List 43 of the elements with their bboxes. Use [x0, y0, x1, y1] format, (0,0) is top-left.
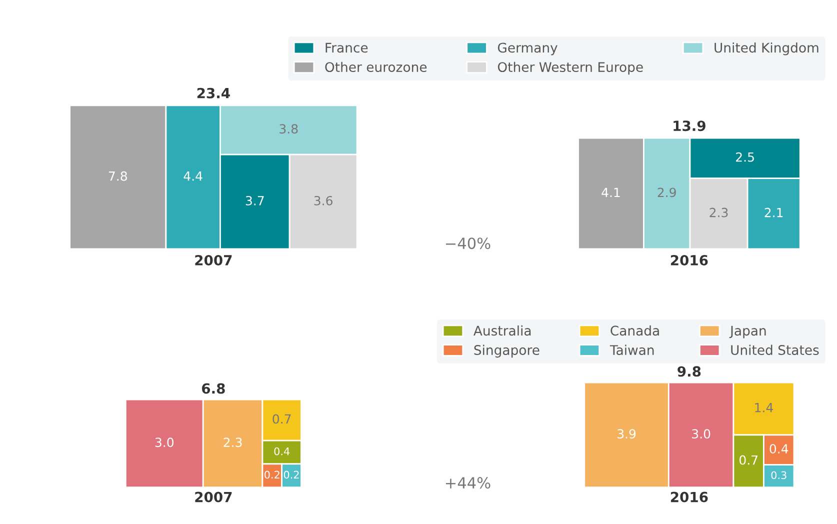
text: +44% — [446, 477, 490, 489]
legend-label: Other eurozone — [325, 62, 427, 72]
data-label: 2.3 — [224, 438, 242, 448]
data-label: 1.4 — [755, 403, 773, 412]
data-label: 0.4 — [770, 444, 788, 454]
category-label: 2007 — [195, 254, 232, 266]
category-label: 2007 — [195, 492, 232, 502]
data-label: 3.8 — [280, 124, 298, 134]
legend-label: Singapore — [474, 344, 540, 358]
legend-label: Other Western Europe — [498, 62, 643, 75]
data-label: 0.7 — [739, 455, 758, 465]
data-label: 0.3 — [771, 471, 786, 480]
data-label: 7.8 — [108, 171, 127, 181]
legend-label: Japan — [729, 326, 766, 338]
data-label: 3.9 — [618, 429, 636, 439]
data-label: 2.9 — [658, 188, 676, 198]
legend-label: United Kingdom — [714, 42, 818, 56]
data-label: 3.0 — [155, 438, 174, 448]
data-label: 0.2 — [284, 470, 299, 479]
text: 23.4 — [197, 88, 230, 98]
text: 9.8 — [678, 366, 701, 377]
category-label: 2016 — [670, 492, 708, 502]
data-label: 2.5 — [736, 152, 754, 162]
data-label: 0.4 — [274, 447, 290, 456]
legend-label: Australia — [474, 325, 531, 336]
data-label: 3.0 — [692, 429, 710, 439]
legend-label: France — [326, 42, 368, 53]
data-label: 0.2 — [264, 470, 280, 479]
legend-label: Germany — [498, 42, 558, 56]
legend-label: Canada — [610, 325, 659, 336]
legend-label: Taiwan — [610, 344, 654, 356]
data-label: 4.4 — [184, 172, 202, 181]
data-label: 2.3 — [710, 208, 728, 218]
data-label: 2.1 — [764, 208, 783, 218]
category-label: 2016 — [670, 254, 708, 266]
data-label: 0.7 — [272, 414, 291, 424]
data-label: 4.1 — [602, 188, 620, 197]
text: 6.8 — [202, 383, 225, 394]
text: 13.9 — [674, 120, 706, 132]
legend-label: United States — [731, 344, 819, 356]
text: −40% — [446, 238, 490, 250]
data-label: 3.7 — [246, 196, 264, 206]
data-label: 3.6 — [314, 196, 332, 206]
